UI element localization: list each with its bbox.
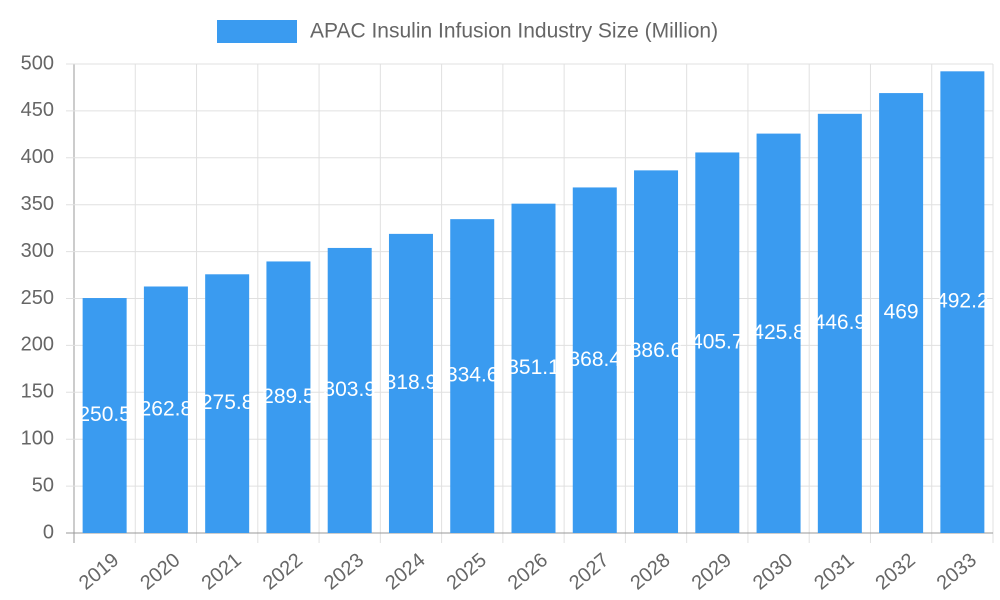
x-tick-label: 2030 bbox=[749, 549, 797, 594]
y-tick-label: 300 bbox=[21, 240, 54, 262]
x-tick-label: 2026 bbox=[504, 549, 552, 594]
value-label: 289.5 bbox=[262, 385, 315, 408]
x-tick-label: 2029 bbox=[688, 549, 736, 594]
bar bbox=[940, 71, 985, 533]
bar bbox=[817, 113, 862, 533]
x-tick-label: 2024 bbox=[381, 549, 429, 594]
x-tick-label: 2025 bbox=[443, 549, 491, 594]
bar bbox=[879, 93, 924, 533]
bar bbox=[634, 170, 679, 533]
x-tick-label: 2021 bbox=[198, 549, 246, 594]
x-tick-label: 2027 bbox=[565, 549, 613, 594]
y-tick-label: 50 bbox=[32, 474, 54, 496]
bar bbox=[266, 261, 311, 533]
x-tick-label: 2022 bbox=[259, 549, 307, 594]
value-label: 334.6 bbox=[446, 364, 499, 387]
bar bbox=[572, 187, 617, 533]
value-label: 386.6 bbox=[630, 339, 683, 362]
value-label: 262.8 bbox=[140, 397, 193, 420]
value-label: 318.9 bbox=[385, 371, 438, 394]
y-tick-label: 500 bbox=[21, 52, 54, 74]
value-label: 303.9 bbox=[323, 378, 376, 401]
x-tick-label: 2033 bbox=[933, 549, 981, 594]
y-tick-label: 100 bbox=[21, 427, 54, 449]
bar bbox=[82, 298, 127, 533]
legend-label: APAC Insulin Infusion Industry Size (Mil… bbox=[310, 20, 718, 43]
y-tick-label: 400 bbox=[21, 146, 54, 168]
value-label: 469 bbox=[884, 301, 919, 324]
bar bbox=[695, 152, 740, 533]
x-tick-label: 2019 bbox=[75, 549, 123, 594]
bar bbox=[388, 233, 433, 533]
y-tick-label: 150 bbox=[21, 381, 54, 403]
value-label: 250.5 bbox=[78, 403, 131, 426]
x-tick-label: 2028 bbox=[626, 549, 674, 594]
value-label: 275.8 bbox=[201, 391, 254, 414]
x-tick-label: 2023 bbox=[320, 549, 368, 594]
x-tick-label: 2032 bbox=[871, 549, 919, 594]
bar bbox=[511, 203, 556, 533]
value-label: 368.4 bbox=[568, 348, 621, 371]
value-label: 351.1 bbox=[507, 356, 560, 379]
x-tick-label: 2020 bbox=[136, 549, 184, 594]
value-label: 446.9 bbox=[814, 311, 867, 334]
legend-swatch bbox=[217, 20, 297, 43]
y-tick-label: 350 bbox=[21, 193, 54, 215]
value-label: 425.8 bbox=[752, 321, 805, 344]
bar bbox=[143, 286, 188, 533]
bar bbox=[205, 274, 250, 533]
y-tick-label: 200 bbox=[21, 334, 54, 356]
value-label: 492.2 bbox=[936, 290, 989, 313]
y-tick-label: 0 bbox=[43, 521, 54, 543]
y-tick-label: 250 bbox=[21, 287, 54, 309]
y-tick-label: 450 bbox=[21, 99, 54, 121]
x-tick-label: 2031 bbox=[810, 549, 858, 594]
bar bbox=[450, 219, 495, 533]
bar bbox=[327, 247, 372, 533]
bar bbox=[756, 133, 801, 533]
value-label: 405.7 bbox=[691, 330, 744, 353]
